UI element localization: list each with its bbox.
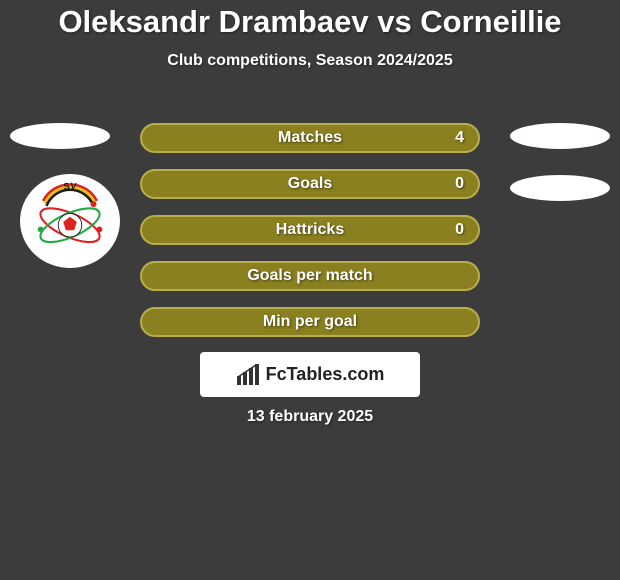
footer-logo: FcTables.com <box>200 352 420 397</box>
page-title: Oleksandr Drambaev vs Corneillie <box>0 0 620 40</box>
stat-value-right: 0 <box>455 175 464 193</box>
stats-container: Matches 4 Goals 0 Hattricks 0 Goals per … <box>140 123 480 353</box>
stat-row-hattricks: Hattricks 0 <box>140 215 480 245</box>
stat-label: Hattricks <box>276 221 344 239</box>
subtitle: Club competitions, Season 2024/2025 <box>0 52 620 70</box>
bars-icon <box>236 364 262 386</box>
stat-label: Min per goal <box>263 313 357 331</box>
stat-row-min-per-goal: Min per goal <box>140 307 480 337</box>
stat-value-right: 0 <box>455 221 464 239</box>
player-right-placeholder-2 <box>510 175 610 201</box>
date-label: 13 february 2025 <box>0 408 620 426</box>
stat-label: Goals <box>288 175 332 193</box>
club-badge-icon: SV <box>28 179 112 263</box>
stat-row-goals: Goals 0 <box>140 169 480 199</box>
club-badge: SV <box>20 174 120 268</box>
stat-value-right: 4 <box>455 129 464 147</box>
stat-label: Goals per match <box>247 267 372 285</box>
player-right-placeholder-1 <box>510 123 610 149</box>
svg-text:SV: SV <box>63 181 78 192</box>
player-left-placeholder <box>10 123 110 149</box>
footer-logo-text: FcTables.com <box>266 364 385 385</box>
stat-row-goals-per-match: Goals per match <box>140 261 480 291</box>
stat-label: Matches <box>278 129 342 147</box>
stat-row-matches: Matches 4 <box>140 123 480 153</box>
